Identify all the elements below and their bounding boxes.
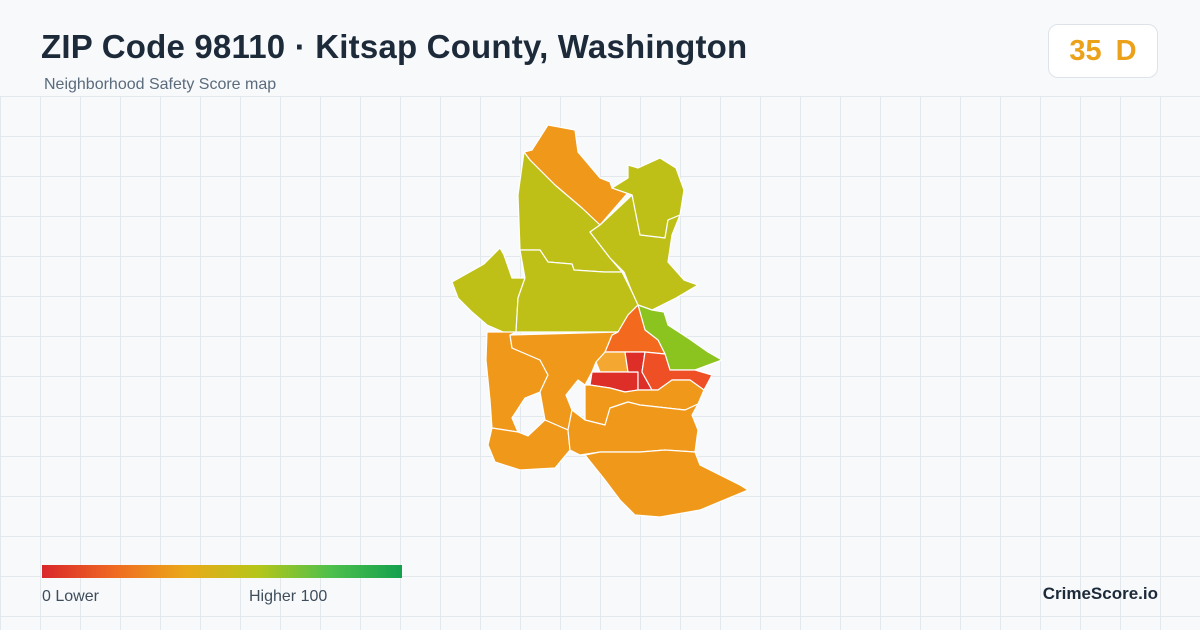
page-title: ZIP Code 98110 · Kitsap County, Washingt… xyxy=(41,28,748,65)
map-region[interactable] xyxy=(584,449,749,518)
legend-low-label: 0 Lower xyxy=(42,588,99,605)
score-legend-gradient xyxy=(42,565,402,578)
header: ZIP Code 98110 · Kitsap County, Washingt… xyxy=(0,0,1200,96)
brand-name[interactable]: CrimeScore.io xyxy=(1042,584,1158,603)
map-region[interactable] xyxy=(451,247,526,336)
page-subtitle: Neighborhood Safety Score map xyxy=(44,76,277,93)
score-value: 35 xyxy=(1069,34,1102,67)
score-grade: D xyxy=(1115,34,1137,67)
legend-high-label: Higher 100 xyxy=(249,588,328,605)
safety-score-badge: 35 D xyxy=(1048,24,1158,78)
map-region[interactable] xyxy=(515,249,639,333)
map-region[interactable] xyxy=(509,331,619,431)
map-region[interactable] xyxy=(589,194,699,311)
